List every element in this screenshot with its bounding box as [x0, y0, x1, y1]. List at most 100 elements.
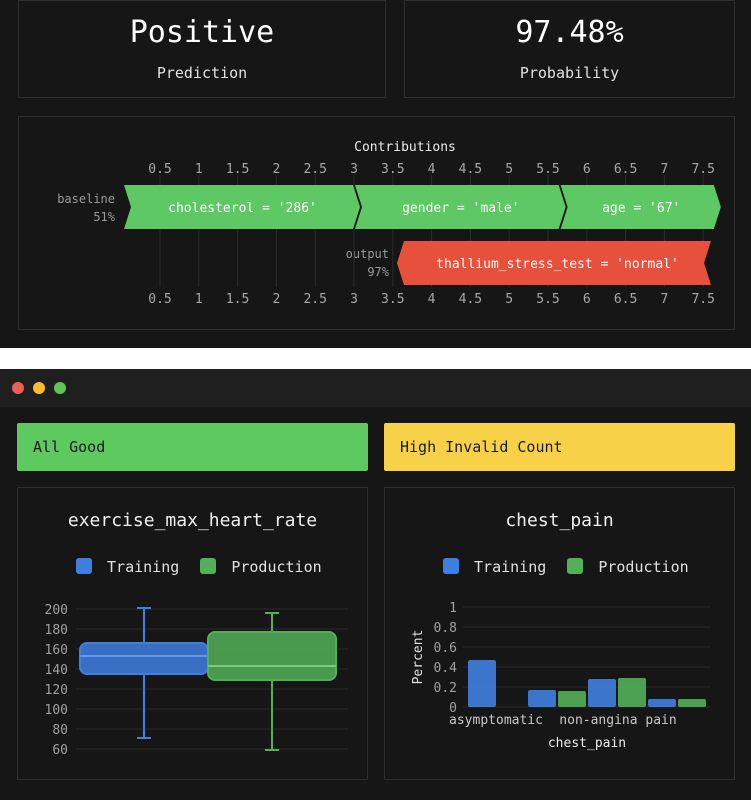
barchart-x-tick: non-angina pain: [559, 713, 676, 728]
status-banner-high-invalid-text: High Invalid Count: [400, 438, 563, 456]
barchart-y-tick: 0.2: [434, 681, 457, 696]
boxplot-card: exercise_max_heart_rate Training Product…: [17, 487, 368, 780]
boxplot-y-tick: 80: [52, 723, 68, 738]
contributions-title: Contributions: [354, 140, 456, 155]
legend-training-label[interactable]: Training: [474, 558, 547, 576]
contribution-tick-bottom: 6.5: [614, 292, 637, 307]
contribution-tick-top: 1: [195, 162, 203, 177]
barchart-bar: [558, 691, 586, 707]
baseline-label: baseline: [57, 192, 115, 206]
close-window-dot[interactable]: [12, 382, 24, 394]
contribution-tick-top: 0.5: [148, 162, 171, 177]
contribution-tick-top: 7: [660, 162, 668, 177]
boxplot-box: [207, 631, 337, 681]
contribution-tick-top: 6: [583, 162, 591, 177]
contributions-card: Contributions baseline 51% output 97% 0.…: [18, 116, 735, 330]
boxplot-y-tick: 140: [45, 663, 68, 678]
barchart-bar: [678, 699, 706, 707]
contribution-tick-top: 2.5: [303, 162, 326, 177]
contribution-tick-top: 2: [272, 162, 280, 177]
contribution-tick-bottom: 2.5: [303, 292, 326, 307]
contribution-tick-top: 4.5: [459, 162, 482, 177]
barchart-y-tick: 0.6: [434, 641, 457, 656]
window-titlebar: [0, 369, 751, 407]
legend-training-label[interactable]: Training: [107, 558, 180, 576]
boxplot-y-tick: 60: [52, 743, 68, 758]
output-label: output: [346, 247, 389, 261]
monitoring-window: All Good High Invalid Count exercise_max…: [0, 369, 751, 800]
barchart-chart: 1 0.8 0.6 0.4 0.2 0 Percent asymptomatic non-ang…: [411, 601, 711, 751]
baseline-value: 51%: [93, 210, 115, 224]
negative-contribution-label: thallium_stress_test = 'normal': [436, 257, 679, 272]
barchart-bar: [618, 678, 646, 707]
prediction-value: Positive: [129, 15, 275, 50]
positive-contribution-label: cholesterol = '286': [168, 201, 317, 216]
contribution-tick-bottom: 5.5: [536, 292, 559, 307]
contribution-tick-bottom: 4: [428, 292, 436, 307]
barchart-bar: [528, 690, 556, 707]
contribution-tick-bottom: 1.5: [226, 292, 249, 307]
boxplot-y-tick: 200: [45, 603, 68, 618]
status-banner-all-good[interactable]: All Good: [17, 423, 368, 471]
boxplot-y-tick: 120: [45, 683, 68, 698]
contribution-tick-top: 3: [350, 162, 358, 177]
positive-contribution-bar: [560, 185, 721, 229]
contribution-tick-top: 4: [428, 162, 436, 177]
production-swatch-icon[interactable]: [567, 558, 584, 574]
boxplot-legend: Training Production: [76, 558, 322, 578]
contributions-chart: Contributions baseline 51% output 97% 0.…: [57, 140, 721, 307]
boxplot-chart: 200 180 160 140 120 100 80 60: [45, 603, 348, 758]
contribution-tick-bottom: 3.5: [381, 292, 404, 307]
contribution-tick-bottom: 6: [583, 292, 591, 307]
prediction-label: Prediction: [156, 64, 248, 82]
barchart-bar: [468, 660, 496, 707]
prediction-panel: Positive Prediction 97.48% Probability C…: [0, 0, 751, 348]
maximize-window-dot[interactable]: [54, 382, 66, 394]
barchart-y-tick: 0.8: [434, 621, 457, 636]
barchart-legend: Training Production: [443, 558, 689, 578]
legend-production-label[interactable]: Production: [598, 558, 689, 576]
barchart-y-tick: 0.4: [434, 661, 458, 676]
contribution-tick-top: 1.5: [226, 162, 249, 177]
contribution-tick-top: 6.5: [614, 162, 637, 177]
positive-contribution-bar: [124, 185, 360, 229]
contribution-tick-bottom: 7: [660, 292, 668, 307]
boxplot-y-tick: 100: [45, 703, 68, 718]
barchart-y-tick: 1: [449, 601, 457, 616]
barchart-bar: [648, 699, 676, 707]
training-swatch-icon[interactable]: [443, 558, 459, 574]
contribution-tick-bottom: 7.5: [691, 292, 714, 307]
output-value: 97%: [367, 265, 389, 279]
contribution-tick-bottom: 1: [195, 292, 203, 307]
contribution-tick-bottom: 5: [505, 292, 513, 307]
barchart-x-axis-label: chest_pain: [548, 736, 626, 751]
barchart-title: chest_pain: [505, 510, 614, 531]
contribution-tick-bottom: 3: [350, 292, 358, 307]
negative-contribution-bar: [397, 241, 711, 285]
boxplot-y-tick: 180: [45, 623, 68, 638]
contribution-tick-bottom: 4.5: [459, 292, 482, 307]
boxplot-title: exercise_max_heart_rate: [67, 510, 318, 531]
training-swatch-icon[interactable]: [76, 558, 92, 574]
probability-card: 97.48% Probability: [404, 0, 735, 98]
contribution-tick-top: 5: [505, 162, 513, 177]
barchart-y-axis-label: Percent: [411, 630, 426, 685]
positive-contribution-label: age = '67': [602, 201, 680, 216]
production-swatch-icon[interactable]: [200, 558, 217, 574]
positive-contribution-label: gender = 'male': [402, 201, 519, 216]
status-banner-all-good-text: All Good: [33, 438, 106, 456]
probability-value: 97.48%: [515, 15, 624, 50]
barchart-x-tick: asymptomatic: [449, 713, 543, 728]
status-banner-high-invalid[interactable]: High Invalid Count: [384, 423, 735, 471]
legend-production-label[interactable]: Production: [231, 558, 322, 576]
barchart-bar: [588, 679, 616, 707]
contribution-tick-top: 7.5: [691, 162, 714, 177]
contribution-tick-bottom: 0.5: [148, 292, 171, 307]
barchart-y-tick: 0: [449, 701, 457, 716]
probability-label: Probability: [519, 64, 620, 82]
minimize-window-dot[interactable]: [33, 382, 45, 394]
contribution-tick-top: 5.5: [536, 162, 559, 177]
boxplot-box: [79, 642, 209, 675]
positive-contribution-bar: [355, 185, 566, 229]
prediction-card: Positive Prediction: [18, 0, 386, 98]
